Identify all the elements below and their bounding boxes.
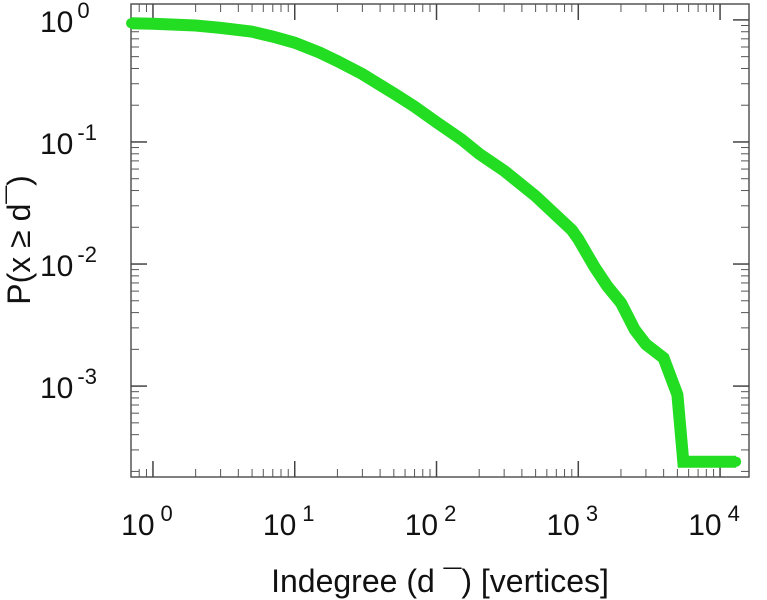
- tick-base: 10: [40, 250, 73, 283]
- series-point: [148, 18, 158, 29]
- y-tick-label: 10 -1: [40, 120, 97, 161]
- series-point: [566, 225, 577, 235]
- series-point: [126, 18, 136, 29]
- series-point: [499, 165, 510, 176]
- series-point: [602, 281, 613, 292]
- x-tick-label: 10 0: [121, 501, 173, 542]
- series-point: [573, 234, 584, 245]
- tick-exponent: 4: [728, 501, 740, 526]
- series-point: [456, 134, 467, 145]
- series-point: [190, 20, 201, 31]
- series-point: [731, 456, 742, 467]
- series-point: [678, 456, 689, 467]
- tick-base: 10: [121, 509, 154, 542]
- tick-exponent: 0: [77, 0, 89, 23]
- series-point: [314, 47, 325, 58]
- tick-exponent: -2: [77, 242, 97, 267]
- series-point: [289, 37, 300, 48]
- tick-exponent: 0: [161, 501, 173, 526]
- series-layer: [126, 17, 742, 468]
- plot-frame: [130, 3, 750, 478]
- series-point: [640, 339, 651, 350]
- series-point: [672, 389, 683, 400]
- x-tick-label: 10 2: [405, 501, 457, 542]
- tick-exponent: -3: [77, 364, 97, 389]
- series-point: [474, 148, 485, 159]
- tick-base: 10: [405, 509, 438, 542]
- x-tick-label: 10 4: [688, 501, 740, 542]
- tick-base: 10: [40, 6, 73, 39]
- tick-exponent: 2: [444, 501, 456, 526]
- tick-base: 10: [263, 509, 296, 542]
- series-point: [332, 56, 343, 67]
- series-point: [247, 26, 258, 37]
- series-point: [658, 353, 669, 363]
- series-point: [409, 101, 420, 112]
- y-axis-title: P(x ≥ d¯): [1, 175, 37, 304]
- x-tick-label: 10 1: [263, 501, 315, 542]
- series-point: [215, 22, 226, 33]
- y-tick-label: 10 0: [40, 0, 90, 39]
- x-tick-label: 10 3: [546, 501, 598, 542]
- y-tick-label: 10 -3: [40, 364, 97, 405]
- series-point: [715, 456, 726, 467]
- y-tick-label: 10 -2: [40, 242, 97, 283]
- tick-base: 10: [40, 372, 73, 405]
- series-point: [589, 261, 600, 272]
- series-point: [431, 117, 442, 128]
- tick-exponent: 1: [302, 501, 314, 526]
- x-tick-labels: 10 0 10 1 10 2 10 3 10 4: [121, 501, 740, 542]
- series-point: [530, 191, 541, 202]
- minor-ticks: [130, 4, 749, 477]
- tick-exponent: -1: [77, 120, 97, 145]
- series-point: [357, 69, 368, 80]
- series-point: [551, 210, 562, 221]
- series-point: [267, 31, 278, 42]
- major-ticks: [131, 4, 749, 477]
- tick-exponent: 3: [586, 501, 598, 526]
- series-point: [629, 324, 640, 335]
- series-point: [616, 297, 626, 308]
- tick-base: 10: [546, 509, 579, 542]
- ccdf-series-line: [130, 17, 737, 468]
- series-point: [388, 88, 399, 99]
- tick-base: 10: [688, 509, 721, 542]
- x-axis-title: Indegree (d ¯) [vertices]: [271, 563, 609, 599]
- tick-base: 10: [40, 128, 73, 161]
